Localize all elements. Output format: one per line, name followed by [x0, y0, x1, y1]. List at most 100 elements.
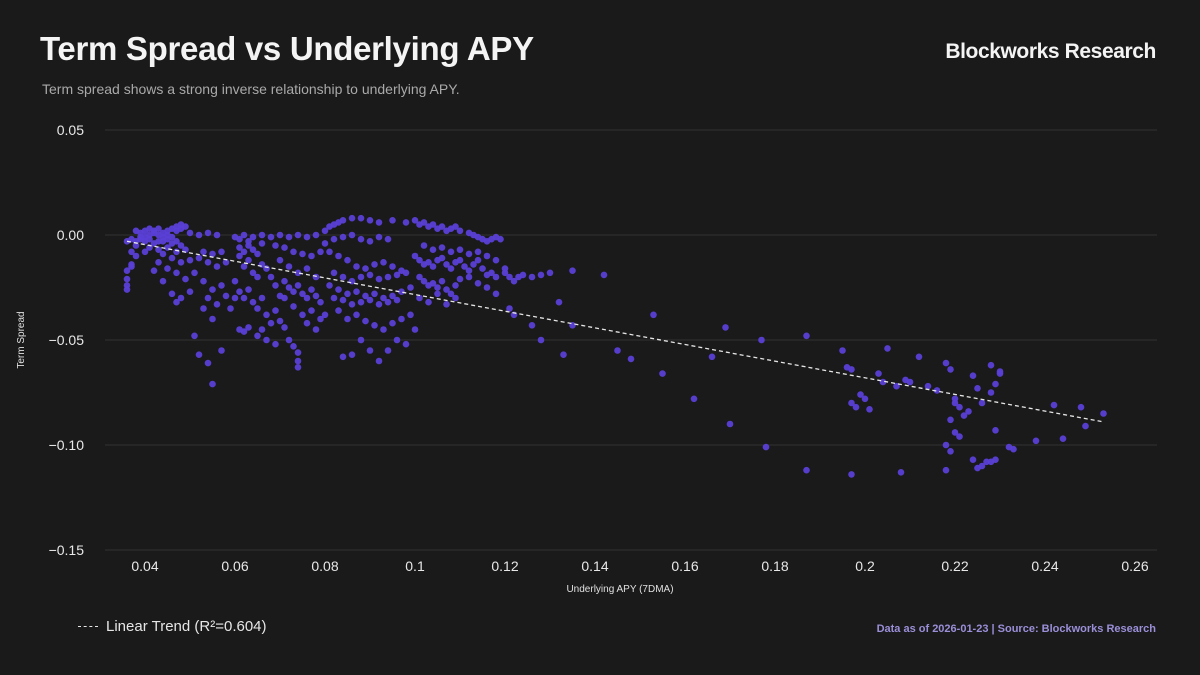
data-point [492, 256, 500, 264]
data-point [425, 259, 432, 266]
data-point [411, 217, 419, 224]
data-point [393, 336, 401, 344]
data-point [996, 370, 1004, 377]
data-point [213, 263, 221, 270]
data-point [866, 406, 873, 413]
data-point [537, 271, 545, 279]
data-point [416, 273, 423, 281]
data-point [1100, 410, 1107, 417]
data-point [222, 259, 230, 266]
data-point [389, 217, 396, 224]
data-point [173, 248, 180, 256]
data-point [330, 235, 338, 243]
data-point [456, 256, 464, 264]
data-point [299, 311, 306, 319]
data-point [159, 250, 167, 258]
x-tick-label: 0.1 [405, 558, 425, 574]
data-point [312, 326, 320, 333]
data-point [506, 305, 513, 312]
data-point [650, 311, 657, 319]
data-point [267, 233, 275, 241]
data-point [213, 231, 221, 239]
data-point [987, 458, 995, 466]
data-point [416, 294, 423, 302]
x-tick-label: 0.26 [1121, 558, 1148, 574]
data-point [137, 233, 144, 241]
data-point [906, 378, 914, 386]
data-point [398, 288, 405, 296]
data-point [1010, 445, 1017, 453]
data-point [317, 298, 324, 306]
data-point [371, 290, 378, 298]
data-point [965, 408, 972, 415]
data-point [218, 282, 225, 289]
data-point [123, 275, 131, 283]
data-point [384, 298, 392, 306]
data-point [465, 267, 473, 275]
data-point [267, 319, 275, 327]
data-point [204, 229, 212, 237]
data-point [366, 271, 374, 279]
data-point [992, 427, 999, 434]
data-point [875, 370, 882, 377]
data-point [335, 307, 342, 314]
data-point [380, 259, 387, 266]
data-point [978, 399, 986, 407]
data-point [128, 261, 135, 268]
data-point [173, 298, 180, 306]
data-point [164, 265, 171, 272]
data-point [879, 378, 887, 386]
data-point [366, 347, 374, 354]
data-point [992, 380, 999, 388]
x-tick-label: 0.16 [671, 558, 698, 574]
data-point [357, 273, 365, 281]
data-point [987, 389, 995, 396]
data-point [240, 328, 248, 335]
data-point [474, 248, 482, 256]
data-point [434, 284, 441, 291]
data-point [191, 269, 198, 277]
data-point [182, 275, 189, 283]
data-point [348, 231, 356, 239]
data-point [218, 248, 225, 256]
data-point [528, 322, 536, 329]
data-point [1077, 403, 1085, 411]
data-point [848, 366, 855, 373]
data-point [978, 462, 986, 470]
data-point [155, 246, 162, 253]
x-tick-label: 0.22 [941, 558, 968, 574]
x-axis-title: Underlying APY (7DMA) [566, 584, 673, 595]
data-point [452, 282, 459, 289]
data-point [186, 256, 194, 264]
data-point [987, 361, 995, 369]
data-point [389, 292, 396, 300]
data-point [254, 250, 261, 258]
data-point [456, 275, 464, 283]
data-point [254, 332, 261, 340]
data-point [402, 219, 410, 226]
data-point [272, 242, 279, 249]
data-point [209, 250, 216, 258]
data-point [294, 364, 302, 371]
data-point [348, 214, 356, 222]
data-point [258, 326, 266, 333]
data-point [168, 240, 176, 247]
data-point [236, 235, 243, 243]
data-point [236, 252, 243, 260]
data-point [164, 244, 171, 251]
data-point [200, 277, 207, 285]
data-point [501, 269, 509, 277]
data-point [236, 244, 243, 251]
data-point [249, 233, 257, 241]
data-point [339, 353, 347, 361]
data-point [303, 319, 311, 327]
data-point [150, 267, 158, 275]
data-point [884, 345, 891, 352]
y-tick-label: 0.00 [57, 227, 84, 243]
data-point [290, 248, 297, 256]
data-point [177, 259, 185, 266]
data-point [600, 271, 608, 279]
data-point [272, 340, 279, 348]
data-point [420, 277, 428, 285]
data-point [344, 290, 351, 298]
